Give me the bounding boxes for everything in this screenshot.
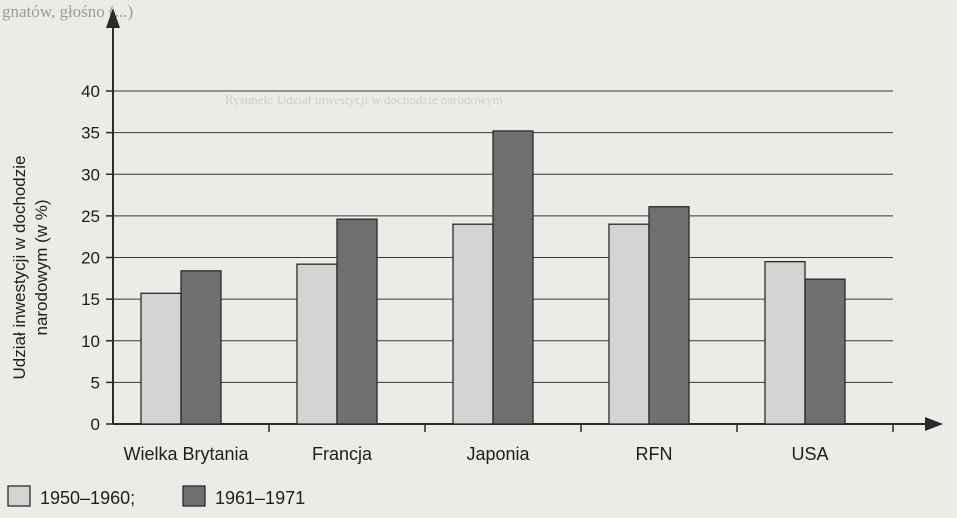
legend-swatch bbox=[7, 485, 31, 507]
y-axis-arrow-icon bbox=[106, 8, 120, 28]
y-axis-title-line: narodowym (w %) bbox=[32, 199, 51, 335]
bar bbox=[608, 223, 650, 425]
bar bbox=[180, 270, 222, 425]
y-tick-label: 40 bbox=[81, 82, 100, 101]
bar bbox=[648, 206, 690, 425]
y-tick-label: 25 bbox=[81, 207, 100, 226]
faint-caption-text: Rysunek: Udział inwestycji w dochodzie n… bbox=[225, 92, 503, 107]
bar bbox=[804, 278, 846, 425]
legend-label: 1950–1960; bbox=[40, 488, 135, 508]
bar bbox=[336, 218, 378, 425]
x-category-label: USA bbox=[791, 444, 828, 464]
y-tick-label: 35 bbox=[81, 124, 100, 143]
bar bbox=[492, 130, 534, 425]
page-header-text: gnatów, głośno (...) bbox=[2, 2, 134, 21]
x-category-label: Wielka Brytania bbox=[123, 444, 249, 464]
y-tick-label: 10 bbox=[81, 332, 100, 351]
y-axis-title-line: Udział inwestycji w dochodzie bbox=[10, 156, 29, 380]
legend-label: 1961–1971 bbox=[215, 488, 305, 508]
y-tick-label: 30 bbox=[81, 165, 100, 184]
legend-swatch bbox=[182, 485, 206, 507]
bar bbox=[764, 261, 806, 425]
bar bbox=[452, 223, 494, 425]
y-tick-label: 5 bbox=[91, 373, 100, 392]
y-tick-label: 20 bbox=[81, 249, 100, 268]
x-axis-arrow-icon bbox=[925, 417, 943, 431]
bar bbox=[140, 292, 182, 425]
y-tick-label: 15 bbox=[81, 290, 100, 309]
x-category-label: Japonia bbox=[466, 444, 530, 464]
y-tick-label: 0 bbox=[91, 415, 100, 434]
x-category-label: Francja bbox=[312, 444, 373, 464]
x-category-label: RFN bbox=[636, 444, 673, 464]
bar bbox=[296, 263, 338, 425]
